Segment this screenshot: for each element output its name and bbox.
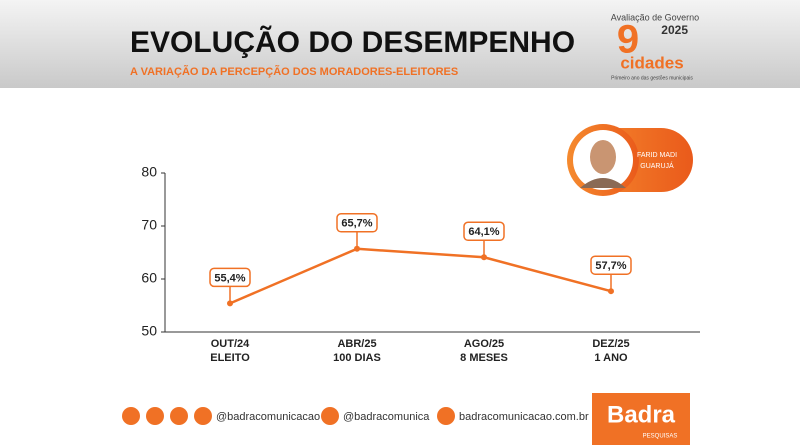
label-box xyxy=(209,267,251,288)
brand-box xyxy=(592,393,690,445)
site: badracomunicacao.com.br xyxy=(459,411,589,423)
x-handle: @badracomunica xyxy=(343,411,430,423)
site-icon xyxy=(437,407,455,425)
title: EVOLUÇÃO DO DESEMPENHO xyxy=(130,25,575,59)
label-box xyxy=(590,255,632,275)
value-label: 57,7% xyxy=(595,260,626,272)
instagram-icon xyxy=(146,407,164,425)
point xyxy=(481,254,487,261)
value-label: 64,1% xyxy=(468,226,499,238)
point xyxy=(354,245,360,252)
badge-name: FARID MADI xyxy=(637,152,677,159)
x-tick-label: 8 MESES xyxy=(460,352,508,364)
subtitle: A VARIAÇÃO DA PERCEPÇÃO DOS MORADORES-EL… xyxy=(130,65,458,78)
x-tick-label: ELEITO xyxy=(210,352,250,364)
label-box xyxy=(336,213,378,233)
y-tick-label: 80 xyxy=(141,164,157,180)
threads-icon xyxy=(194,407,212,425)
x-icon xyxy=(321,407,339,425)
logo-word: cidades xyxy=(620,53,683,72)
badge-shoulders xyxy=(580,178,626,188)
logo-label: Avaliação de Governo xyxy=(611,12,699,22)
line xyxy=(229,247,612,305)
value-label: 65,7% xyxy=(341,218,372,230)
facebook-icon xyxy=(122,407,140,425)
brand: Badra xyxy=(607,401,676,428)
value-label: 55,4% xyxy=(214,272,245,284)
logo-number: 9 xyxy=(617,18,639,62)
x-tick-label: 1 ANO xyxy=(594,352,628,364)
x-tick-label: OUT/24 xyxy=(211,338,250,350)
y-tick-label: 70 xyxy=(141,217,157,233)
chart: 50 60 70 80 OUT/24 ELEITO ABR/25 100 DIAS AGO/25… xyxy=(141,164,700,364)
badge: FARID MADI GUARUJÁ xyxy=(567,124,693,196)
badge-face xyxy=(590,140,616,174)
point xyxy=(608,288,614,295)
y-tick-label: 50 xyxy=(141,323,157,339)
logo-year: 2025 xyxy=(661,23,688,37)
instagram-handle: @badracomunicacao xyxy=(216,411,320,423)
logo-tagline: Primeiro ano das gestões municipais xyxy=(611,75,693,81)
x-tick-label: AGO/25 xyxy=(464,338,504,350)
y-tick-label: 60 xyxy=(141,270,157,286)
header-band xyxy=(0,0,800,88)
x-tick-label: 100 DIAS xyxy=(333,352,381,364)
x-tick-label: DEZ/25 xyxy=(592,338,629,350)
youtube-icon xyxy=(170,407,188,425)
label-box xyxy=(463,221,505,242)
badge-city: GUARUJÁ xyxy=(640,161,674,170)
point xyxy=(227,300,233,307)
x-tick-label: ABR/25 xyxy=(337,338,376,350)
brand-sub: PESQUISAS xyxy=(643,434,678,440)
footer: @badracomunicacao @badracomunica badraco… xyxy=(122,393,690,445)
